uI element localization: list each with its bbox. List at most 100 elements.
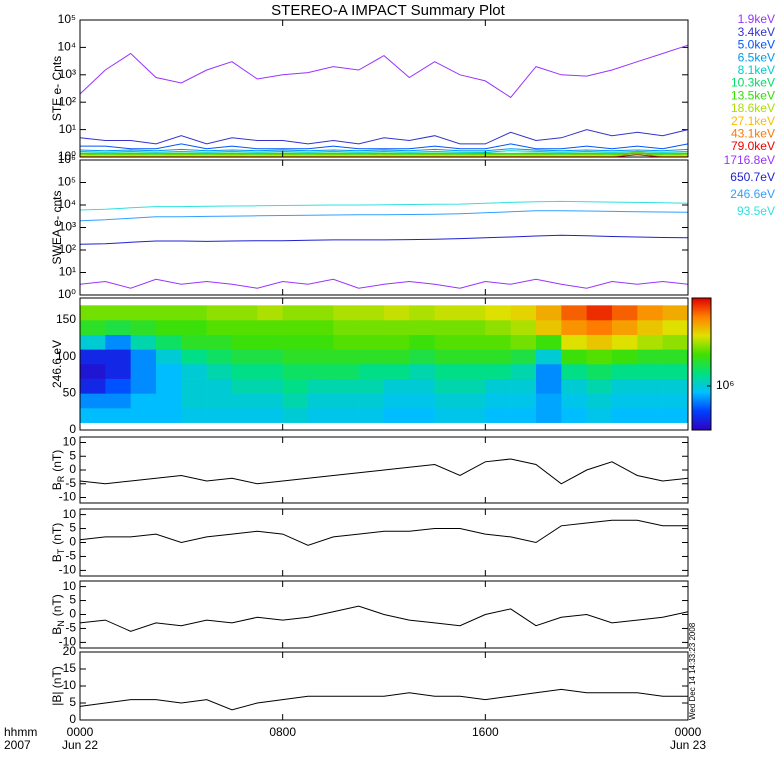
heat-cell [257,378,283,394]
series-line [79,150,689,157]
heat-cell [181,408,207,423]
heat-cell [156,334,182,350]
y-tick-label: 5 [69,593,76,607]
heat-cell [384,393,410,409]
heat-cell [308,334,334,350]
series-line [79,151,689,156]
y-axis-label: 246.6 eV [50,340,64,388]
y-tick-label: 10⁴ [57,40,76,54]
plot-title: STEREO-A IMPACT Summary Plot [271,2,505,19]
heat-cell [308,364,334,379]
heat-cell [485,320,511,335]
heat-cell [181,349,207,365]
heat-cell [232,305,258,321]
heat-cell [536,393,562,409]
y-label-main: B [50,482,64,490]
y-tick-label: 10 [63,579,77,593]
heat-cell [662,320,689,335]
heat-cell [662,334,689,350]
series-line [79,278,689,289]
heat-cell [434,334,461,350]
heat-cell [384,349,410,365]
heat-cell [130,334,157,350]
heat-cell [612,349,638,365]
heat-cell [358,349,385,365]
heat-cell [637,364,663,379]
heat-cell [358,378,385,394]
heat-cell [510,334,537,350]
y-tick-label: -10 [59,490,77,504]
heat-cell [156,349,182,365]
heat-cell [637,320,663,335]
heat-cell [130,378,157,394]
heat-cell [333,349,359,365]
y-label-sub: N [56,620,66,627]
heat-cell [434,349,461,365]
heat-cell [358,393,385,409]
series-line [79,458,689,485]
heat-cell [409,320,435,335]
x-date-label: Jun 23 [670,738,706,752]
heat-cell [612,320,638,335]
y-tick-label: 10³ [59,67,76,81]
heat-cell [485,408,511,423]
heat-cell [333,364,359,379]
heat-cell [612,408,638,423]
heat-cell [282,364,309,379]
heat-cell [510,364,537,379]
heat-cell [232,349,258,365]
x-tick-label: 0800 [269,725,296,739]
heat-cell [282,408,309,423]
series-line [79,129,689,145]
heat-cell [105,408,131,423]
heat-cell [637,305,663,321]
heat-cell [130,393,157,409]
heat-cell [181,378,207,394]
heat-cell [409,364,435,379]
legend-entry: 1716.8eV [724,153,775,167]
heat-cell [662,393,689,409]
heat-cell [80,305,106,321]
heat-cell [257,334,283,350]
heat-cell [485,334,511,350]
heat-cell [206,393,233,409]
heat-cell [536,320,562,335]
panel-frame [79,651,689,721]
legend-entry: 5.0keV [738,38,775,52]
y-tick-label: 10¹ [59,265,76,279]
y-label-main: B [50,627,64,635]
y-tick-label: 150 [56,312,76,326]
y-tick-label: -5 [65,549,76,563]
heat-cell [460,364,486,379]
heat-cell [80,378,106,394]
y-tick-label: 0 [69,422,76,436]
legend-entry: 93.5eV [737,204,775,218]
heat-cell [460,349,486,365]
y-tick-label: 10¹ [59,122,76,136]
heat-cell [460,305,486,321]
legend-entry: 27.1keV [731,114,775,128]
heat-cell [206,334,233,350]
heat-cell [662,349,689,365]
heat-cell [232,393,258,409]
heat-cell [130,305,157,321]
heat-cell [561,393,587,409]
panel-frame [79,19,689,158]
y-axis-label: BN (nT) [50,594,66,635]
heat-cell [181,393,207,409]
heat-cell [358,334,385,350]
heat-cell [358,320,385,335]
heat-cell [510,305,537,321]
y-axis-label: BT (nT) [50,523,66,563]
heat-cell [586,320,613,335]
series-line [79,44,689,99]
y-tick-label: 0 [69,712,76,726]
heat-cell [612,364,638,379]
heat-cell [460,408,486,423]
heat-cell [510,408,537,423]
timestamp: Wed Dec 14 14:33:23 2008 [688,622,697,720]
y-tick-label: 5 [69,695,76,709]
